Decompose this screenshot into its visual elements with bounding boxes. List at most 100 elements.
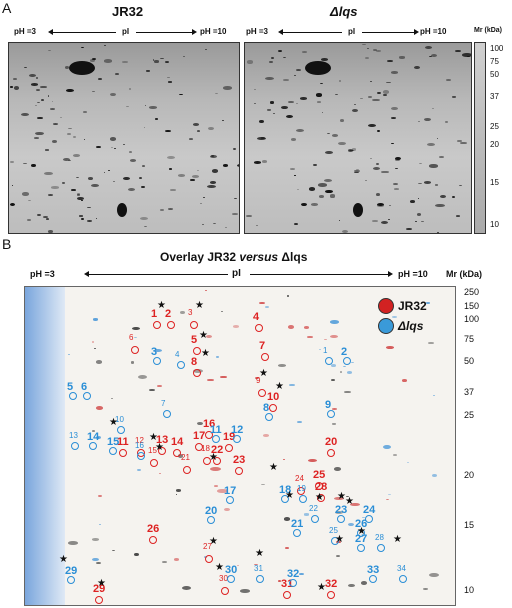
- dlqs-spot-label: 3: [151, 346, 158, 358]
- gel-spot: [20, 113, 29, 117]
- gel-spot: [291, 138, 297, 142]
- jr32-spot-marker: [183, 466, 191, 474]
- title-versus: versus: [239, 250, 279, 264]
- overlay-spot: [287, 324, 295, 329]
- significant-star-icon: ★: [155, 442, 164, 453]
- gel-spot: [123, 144, 125, 146]
- overlay-spot: [93, 347, 97, 350]
- gel-spot: [429, 164, 438, 168]
- gel-spot: [387, 59, 394, 62]
- gel-spot: [308, 187, 316, 191]
- dlqs-spot-marker: [377, 544, 385, 552]
- jr32-spot-marker: [283, 591, 291, 599]
- gel-spot: [355, 168, 360, 171]
- gel-spot: [376, 91, 382, 94]
- gel-spot: [127, 188, 135, 192]
- gel-spot: [270, 57, 275, 60]
- overlay-spot: [254, 376, 259, 379]
- gel-spot: [364, 180, 368, 181]
- gel-spot: [267, 109, 272, 111]
- gel-spot: [154, 118, 159, 120]
- overlay-spot: [330, 364, 337, 368]
- jr32-spot-marker: [149, 536, 157, 544]
- gel-spot: [339, 119, 345, 123]
- gel-spot: [295, 68, 301, 71]
- gel-spot: [178, 93, 183, 96]
- gel-spot: [446, 79, 451, 82]
- gel-spot: [9, 86, 14, 88]
- jr32-spot-marker: [315, 482, 323, 490]
- overlay-spot: [324, 338, 327, 340]
- dlqs-spot-label: 23: [335, 504, 348, 516]
- gel-spot: [462, 53, 471, 57]
- overlay-spot: [407, 461, 410, 463]
- mr-tick-label-b: 10: [464, 585, 475, 595]
- gel-spot: [110, 93, 117, 97]
- significant-star-icon: ★: [157, 300, 166, 311]
- gel-spot: [35, 89, 41, 92]
- gel-spot: [167, 76, 170, 79]
- gel-spot: [419, 163, 422, 165]
- gel-spot: [369, 157, 372, 159]
- overlay-spot: [318, 349, 321, 351]
- gel-spot: [231, 212, 238, 216]
- gel-spot: [288, 100, 294, 104]
- gel-spot: [63, 157, 70, 161]
- gel-spot: [33, 137, 39, 140]
- dlqs-spot-marker: [365, 515, 373, 523]
- jr32-spot-marker: [173, 449, 181, 457]
- overlay-spot: [92, 429, 95, 432]
- dlqs-spot-label: 21: [291, 518, 304, 530]
- overlay-spot: [92, 538, 99, 541]
- jr32-spot-marker: [195, 443, 203, 451]
- dlqs-spot-marker: [71, 442, 79, 450]
- jr32-spot-label: 1: [151, 308, 158, 320]
- gel-spot: [42, 215, 48, 218]
- significant-star-icon: ★: [97, 578, 106, 589]
- overlay-spot: [393, 453, 397, 456]
- significant-star-icon: ★: [209, 452, 218, 463]
- gel-spot: [296, 188, 300, 190]
- gel-spot: [79, 215, 83, 217]
- gel-spot: [24, 66, 28, 69]
- dlqs-spot-label: 17: [224, 485, 237, 497]
- gel-spot: [48, 230, 53, 233]
- gel-spot: [34, 105, 38, 107]
- gel-spot: [317, 183, 327, 187]
- gel-spot: [233, 197, 238, 200]
- jr32-spot-marker: [205, 555, 213, 563]
- gel-spot: [183, 55, 186, 57]
- gel-spot: [190, 178, 195, 182]
- mr-tick-label-a: 75: [490, 57, 499, 66]
- gel-spot: [83, 138, 86, 140]
- dlqs-spot-marker: [109, 447, 117, 455]
- overlay-spot: [422, 588, 428, 591]
- dlqs-spot-marker: [357, 529, 365, 537]
- dlqs-spot-label: 22: [309, 504, 318, 513]
- dlqs-spot-label: 8: [263, 402, 270, 414]
- gel-spot: [40, 85, 47, 89]
- gel-spot: [311, 203, 318, 207]
- pi-arrow-right-b: [250, 274, 388, 275]
- gel-spot-diamond: [353, 203, 363, 217]
- overlay-spot: [93, 318, 98, 321]
- mr-tick-label-b: 25: [464, 410, 475, 420]
- gel-spot: [321, 58, 329, 61]
- gel-spot: [60, 117, 63, 119]
- overlay-spot: [254, 563, 258, 565]
- overlay-spot: [426, 302, 431, 304]
- gel-spot: [437, 231, 440, 233]
- gel-spot: [425, 45, 433, 49]
- dlqs-spot-label: 24: [363, 504, 376, 516]
- overlay-spot: [174, 557, 180, 561]
- gel-spot: [391, 107, 398, 111]
- overlay-spot: [132, 326, 141, 330]
- gel-spot: [209, 154, 217, 159]
- dlqs-spot-marker: [357, 544, 365, 552]
- ph-left-label-2: pH =3: [246, 27, 269, 36]
- overlay-spot: [259, 302, 265, 305]
- overlay-spot: [361, 516, 365, 519]
- gel-spot: [37, 117, 43, 120]
- jr32-spot-marker: [317, 494, 325, 502]
- jr32-spot-label: 13: [156, 434, 169, 446]
